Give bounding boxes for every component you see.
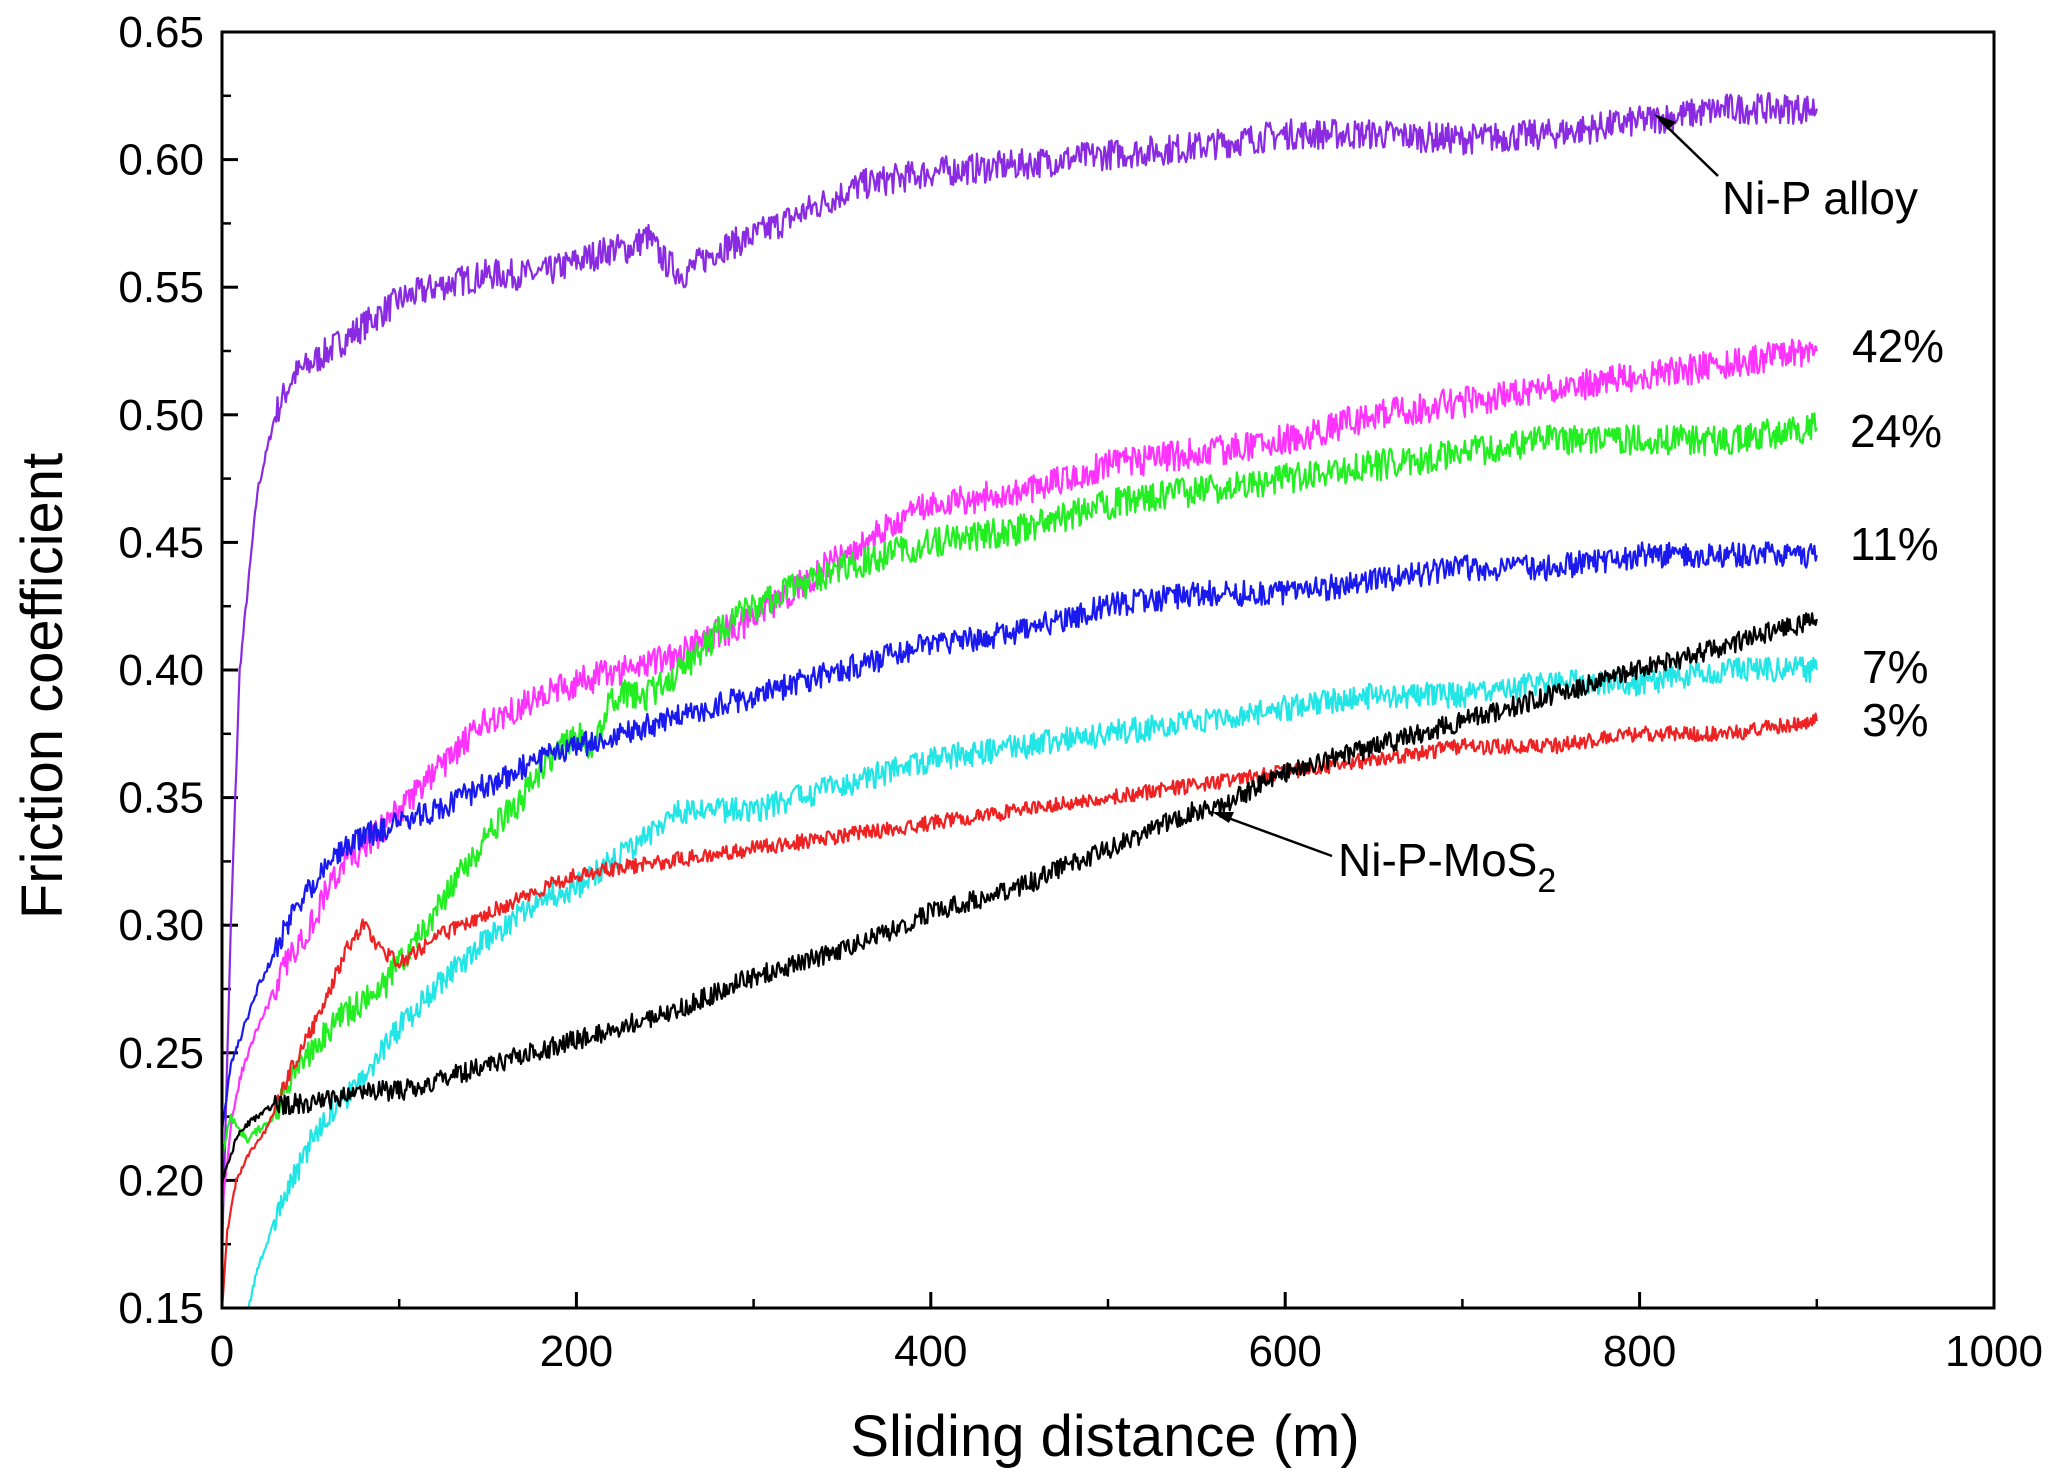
x-tick-label: 200 [540,1327,613,1376]
annotation-arrowhead-ni-p-mos2 [1212,812,1234,823]
y-axis-title: Friction coefficient [10,453,75,919]
y-tick-label: 0.60 [118,136,204,185]
y-tick-label: 0.35 [118,774,204,823]
annotation-ni-p-alloy: Ni-P alloy [1722,172,1918,224]
annotation-42: 42% [1852,320,1944,372]
y-tick-label: 0.50 [118,391,204,440]
y-tick-label: 0.25 [118,1029,204,1078]
y-tick-label: 0.40 [118,646,204,695]
annotation-layer: Ni-P alloy 42% 24% 11% 7% 3% Ni-P-MoS2 [1212,114,1944,900]
x-axis-title: Sliding distance (m) [850,1404,1359,1469]
annotation-3: 3% [1862,694,1928,746]
annotation-arrow-ni-p-alloy [1659,119,1719,177]
x-tick-label: 0 [210,1327,234,1376]
x-tick-label: 1000 [1945,1327,2043,1376]
annotation-arrowhead-ni-p-alloy [1654,114,1676,130]
series-layer [220,92,1818,1309]
annotation-24: 24% [1850,405,1942,457]
x-tick-label: 600 [1248,1327,1321,1376]
series-line-7- [247,656,1818,1309]
y-tick-label: 0.20 [118,1156,204,1205]
y-tick-label: 0.30 [118,901,204,950]
y-tick-label: 0.15 [118,1284,204,1333]
y-tick-label: 0.65 [118,8,204,57]
series-line-ni-p-alloy [220,92,1818,1262]
annotation-arrow-ni-p-mos2 [1219,813,1333,858]
y-tick-label: 0.45 [118,518,204,567]
annotation-ni-p-mos2-sub: 2 [1537,862,1556,900]
series-line-42- [220,338,1818,1211]
plot-frame [220,30,1996,1310]
annotation-ni-p-mos2: Ni-P-MoS2 [1338,834,1556,900]
series-line-11- [220,541,1818,1134]
tick-layer: 0 200 400 600 800 1000 0.15 0.20 0.25 0.30 0.35 0.4… [118,8,2043,1376]
series-line-24- [220,412,1818,1160]
x-tick-label: 400 [894,1327,967,1376]
annotation-7: 7% [1862,641,1928,693]
annotation-11: 11% [1850,518,1939,570]
y-tick-label: 0.55 [118,263,204,312]
x-tick-label: 800 [1603,1327,1676,1376]
annotation-ni-p-mos2-main: Ni-P-MoS [1338,834,1537,886]
series-line-3- [220,712,1818,1309]
series-line-ni-p-mos2 [220,612,1818,1184]
